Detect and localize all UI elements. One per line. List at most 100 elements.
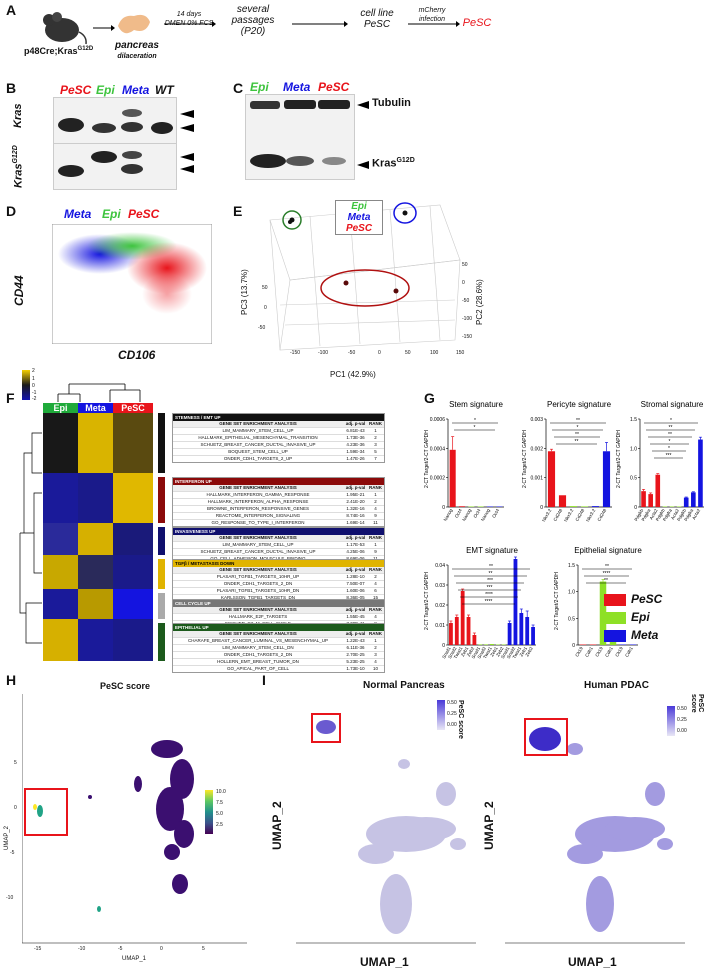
arrow-1 bbox=[93, 25, 115, 31]
x-tick-label: Nkx3.2 bbox=[563, 508, 575, 523]
bar bbox=[558, 495, 567, 507]
y-tick-label: 0.04 bbox=[435, 563, 445, 569]
bar bbox=[495, 644, 500, 645]
bar bbox=[513, 559, 518, 645]
label-kras-g12d-c: KrasG12D bbox=[372, 157, 415, 170]
heatmap-dendrogram-top bbox=[57, 383, 141, 402]
significance-label: ** bbox=[605, 564, 609, 570]
lane-meta: Meta bbox=[122, 83, 150, 97]
pca-legend: Epi Meta PeSC bbox=[335, 200, 383, 235]
legend-meta-item: Meta bbox=[604, 626, 662, 644]
x-tick-label: Pdgfrb bbox=[633, 508, 644, 522]
y-tick-label: 0.002 bbox=[530, 446, 543, 452]
bar bbox=[547, 451, 556, 507]
panel-label-i: I bbox=[262, 672, 266, 688]
bar bbox=[662, 506, 668, 507]
x-tick-label: Snail2 bbox=[506, 646, 517, 660]
table-row: ONDER_CDH1_TARGETS_2_UP 1.47E-26 7 bbox=[173, 455, 384, 462]
legend-epi-item: Epi bbox=[604, 608, 662, 626]
block-invasiveness bbox=[158, 527, 165, 555]
table-row: HALLMARK_INTERFERON_ALPHA_RESPONSE 2.41E-… bbox=[173, 498, 384, 505]
bar bbox=[449, 623, 453, 645]
bar bbox=[478, 644, 483, 645]
umap-normal-legend-title: PeSC score bbox=[457, 700, 464, 739]
x-tick-label: Twist1 bbox=[453, 646, 464, 660]
gsea-table-header: GENE SET ENRICHMENT ANALYSIS adj. p-val RA… bbox=[173, 607, 384, 613]
umap-h-title: PeSC score bbox=[100, 681, 151, 691]
y-tick-label: 0 bbox=[442, 505, 445, 511]
pancreas-label: pancreas dilaceration bbox=[115, 40, 159, 60]
lane-meta: Meta bbox=[283, 80, 311, 94]
bar bbox=[525, 617, 530, 645]
significance-label: *** bbox=[666, 453, 672, 459]
table-row: REACTOME_INTERFERON_SIGNALING 8.74E-16 9 bbox=[173, 512, 384, 519]
significance-label: **** bbox=[603, 571, 611, 577]
band-arrows-c bbox=[357, 101, 369, 169]
gsea-table-title: EPITHELIAL UP bbox=[173, 624, 384, 631]
chart-title: Stromal signature bbox=[641, 400, 704, 409]
gsea-table-title: CELL CYCLE UP bbox=[173, 600, 384, 607]
significance-label: ** bbox=[576, 418, 580, 424]
x-tick-label: Snail2 bbox=[447, 646, 458, 660]
lane-wt: WT bbox=[155, 83, 174, 97]
umap-normal-plot bbox=[296, 713, 476, 944]
pancreas-icon bbox=[118, 14, 150, 34]
table-row: BOQUEST_STEM_CELL_UP 1.59E-34 5 bbox=[173, 448, 384, 455]
y-tick-label: 0 bbox=[634, 505, 637, 511]
significance-label: ** bbox=[669, 425, 673, 431]
block-interferon bbox=[158, 477, 165, 523]
y-tick-label: 0 bbox=[572, 643, 575, 649]
cd44-label: CD44 bbox=[12, 275, 26, 306]
bar bbox=[454, 617, 459, 645]
table-row: SCHUETZ_BREAST_CANCER_DUCTAL_INVASIVE_UP… bbox=[173, 441, 384, 448]
gsea-table-title: TGFβ / METASTASIS DOWN bbox=[173, 560, 384, 567]
umap-h-ylabel: UMAP_2 bbox=[4, 825, 10, 850]
x-tick-label: Zeb1 bbox=[489, 646, 499, 658]
group-pesc: PeSC bbox=[113, 403, 153, 413]
table-row: KARLSSON_TGFB1_TARGETS_DN 8.36E-05 15 bbox=[173, 594, 384, 601]
arrow-2 bbox=[164, 21, 216, 27]
bar bbox=[460, 591, 465, 645]
umap-normal-title: Normal Pancreas bbox=[363, 680, 445, 691]
y-axis-label: 2-CT Target/2-CT GAPDH bbox=[424, 572, 430, 630]
umap-h-scale bbox=[205, 790, 213, 834]
bar bbox=[449, 449, 456, 507]
bar bbox=[691, 492, 696, 507]
y-tick-label: 0.001 bbox=[530, 476, 543, 482]
significance-label: ** bbox=[575, 439, 579, 445]
y-axis-label: 2-CT Target/2-CT GAPDH bbox=[554, 572, 560, 630]
x-tick-label: Cdh1 bbox=[624, 646, 634, 658]
significance-label: *** bbox=[487, 578, 493, 584]
y-tick-label: 0.5 bbox=[568, 616, 575, 622]
x-tick-label: Zeb1 bbox=[460, 646, 470, 658]
x-tick-label: Nanog bbox=[443, 508, 454, 522]
x-tick-label: Ck19 bbox=[594, 646, 604, 658]
x-tick-label: Cd248 bbox=[552, 508, 563, 522]
bar bbox=[501, 644, 506, 645]
x-tick-label: Cd248 bbox=[574, 508, 585, 522]
x-tick-label: Acta2 bbox=[670, 508, 680, 521]
gsea-table: INTERFERON UP GENE SET ENRICHMENT ANALYSI… bbox=[172, 477, 385, 527]
blot-kras bbox=[53, 97, 177, 144]
significance-label: * bbox=[668, 446, 670, 452]
bar bbox=[698, 439, 703, 507]
table-row: HOLLERN_EMT_BREAST_TUMOR_DN 5.23E-25 4 bbox=[173, 658, 384, 665]
mouse-genotype: p48Cre;KrasG12D bbox=[24, 46, 94, 56]
bar bbox=[602, 451, 611, 507]
table-row: BROWNE_INTERFERON_RESPONSIVE_GENES 1.32E-… bbox=[173, 505, 384, 512]
heatmap bbox=[43, 413, 153, 661]
bar bbox=[466, 617, 471, 645]
significance-label: ** bbox=[575, 432, 579, 438]
umap-h-xlabel: UMAP_1 bbox=[122, 956, 147, 962]
x-tick-label: Oct4 bbox=[491, 508, 500, 519]
umap-normal-scale bbox=[437, 700, 445, 730]
final-pesc: PeSC bbox=[462, 17, 492, 29]
x-tick-label: Zeb2 bbox=[524, 646, 534, 658]
bar bbox=[496, 506, 503, 507]
block-tgfb bbox=[158, 559, 165, 589]
gsea-table-title: INVASIVENESS UP bbox=[173, 528, 384, 535]
gsea-table-header: GENE SET ENRICHMENT ANALYSIS adj. p-val RA… bbox=[173, 567, 384, 573]
bar bbox=[619, 644, 627, 645]
umap-pdac-scale bbox=[667, 706, 675, 736]
